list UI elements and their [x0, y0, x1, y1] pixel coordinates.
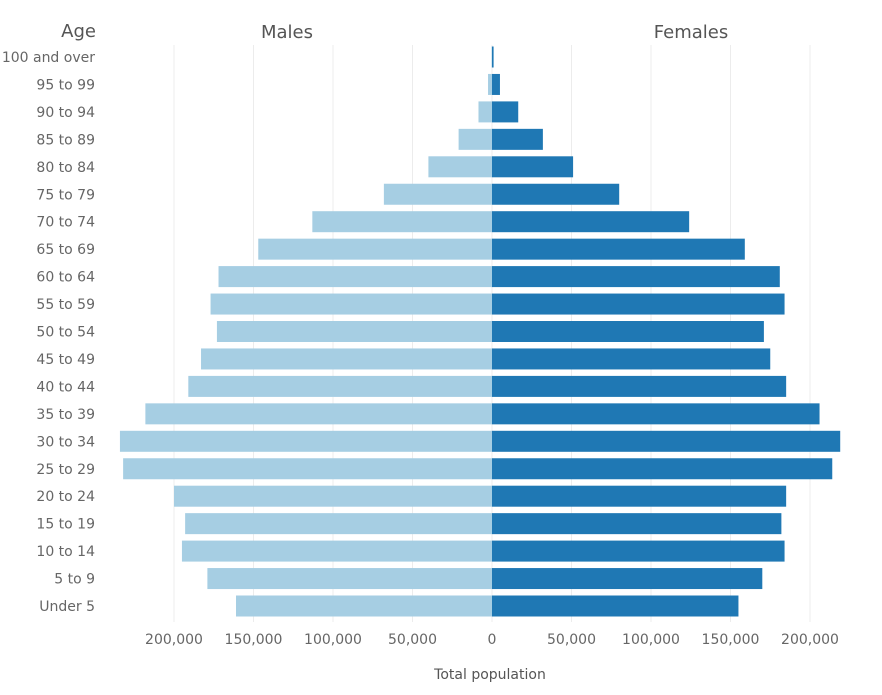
female-bar: [492, 46, 494, 68]
age-group-label: 60 to 64: [36, 270, 95, 286]
male-bar: [174, 485, 492, 507]
female-bar: [492, 430, 841, 452]
male-bar: [258, 238, 492, 260]
males-header: Males: [261, 22, 313, 43]
age-group-label: 50 to 54: [36, 325, 95, 341]
male-bar: [207, 568, 492, 590]
female-bar: [492, 321, 764, 342]
female-bar: [492, 101, 519, 123]
female-bar: [492, 73, 500, 95]
age-group-label: 5 to 9: [54, 572, 95, 588]
female-bar: [492, 568, 763, 590]
female-bar: [492, 293, 785, 315]
age-group-label: 25 to 29: [36, 462, 95, 478]
female-bar: [492, 513, 782, 535]
x-tick-label: 0: [488, 632, 497, 648]
x-tick-label: 100,000: [622, 632, 680, 648]
female-bar: [492, 403, 820, 425]
male-bar: [312, 211, 492, 233]
x-tick-label: 150,000: [225, 632, 283, 648]
male-bar: [210, 293, 492, 315]
female-bar: [492, 183, 620, 205]
female-bar: [492, 266, 780, 288]
age-group-label: 75 to 79: [36, 187, 95, 203]
age-column-header: Age: [61, 21, 96, 42]
male-bar: [119, 430, 492, 452]
x-tick-label: 50,000: [547, 632, 596, 648]
x-tick-label: 200,000: [781, 632, 839, 648]
female-bar: [492, 485, 787, 507]
male-bar: [185, 513, 492, 535]
age-group-label: 10 to 14: [36, 544, 95, 560]
age-group-label: 100 and over: [2, 50, 95, 66]
male-bar: [488, 73, 492, 95]
male-bar: [383, 183, 492, 205]
female-bar: [492, 595, 739, 617]
male-bar: [478, 101, 492, 123]
x-tick-label: 200,000: [145, 632, 203, 648]
male-bar: [458, 128, 492, 150]
age-labels: 100 and over 95 to 99 90 to 94 85 to 89 80 t…: [2, 50, 95, 615]
age-group-label: 15 to 19: [36, 517, 95, 533]
male-bar: [123, 458, 493, 480]
male-bar: [218, 266, 492, 288]
male-bar: [145, 403, 492, 425]
female-bar: [492, 375, 787, 397]
female-bar: [492, 458, 833, 480]
male-bar: [428, 156, 492, 178]
male-bar: [201, 348, 492, 370]
age-group-label: Under 5: [39, 599, 95, 615]
female-bar: [492, 156, 574, 178]
female-bar: [492, 211, 690, 233]
male-bar: [236, 595, 492, 617]
female-bar: [492, 238, 745, 260]
age-group-label: 95 to 99: [36, 77, 95, 93]
x-axis-ticks: 200,000 150,000 100,000 50,000 0 50,000 100,00…: [145, 632, 839, 648]
age-group-label: 20 to 24: [36, 489, 95, 505]
age-group-label: 35 to 39: [36, 407, 95, 423]
females-header: Females: [654, 22, 728, 43]
male-bar: [181, 540, 492, 562]
age-group-label: 90 to 94: [36, 105, 95, 121]
male-bar: [188, 375, 492, 397]
female-bar: [492, 348, 771, 370]
bars: [119, 46, 841, 617]
female-bar: [492, 540, 785, 562]
x-axis-title: Total population: [433, 667, 546, 683]
age-group-label: 65 to 69: [36, 242, 95, 258]
age-group-label: 70 to 74: [36, 215, 95, 231]
age-group-label: 40 to 44: [36, 379, 95, 395]
age-group-label: 80 to 84: [36, 160, 95, 176]
x-tick-label: 50,000: [388, 632, 437, 648]
age-group-label: 45 to 49: [36, 352, 95, 368]
age-group-label: 85 to 89: [36, 132, 95, 148]
x-tick-label: 150,000: [702, 632, 760, 648]
x-tick-label: 100,000: [304, 632, 362, 648]
age-group-label: 30 to 34: [36, 434, 95, 450]
female-bar: [492, 128, 543, 150]
male-bar: [216, 321, 492, 342]
age-group-label: 55 to 59: [36, 297, 95, 313]
